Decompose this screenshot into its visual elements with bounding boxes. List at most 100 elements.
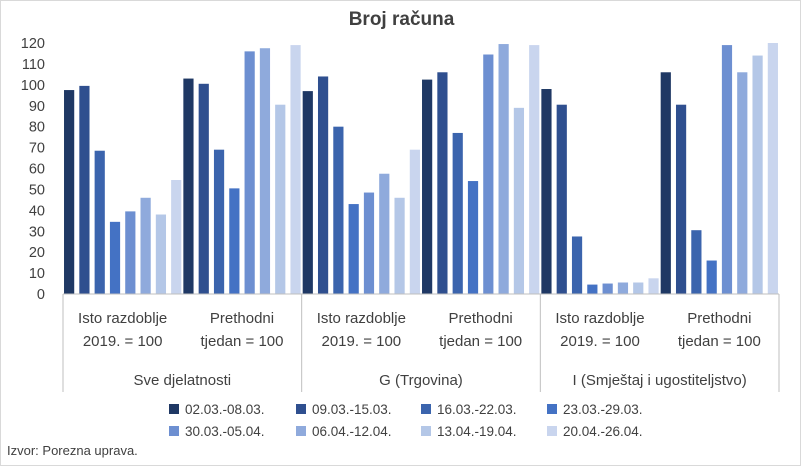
- bar: [498, 44, 509, 294]
- category-label: Isto razdoblje: [78, 310, 167, 327]
- group-label: G (Trgovina): [379, 372, 463, 389]
- legend-swatch: [421, 426, 431, 437]
- bar: [437, 72, 448, 294]
- bar: [409, 149, 420, 294]
- y-tick-label: 110: [22, 57, 45, 73]
- legend-item: 16.03.-22.03.: [421, 402, 517, 418]
- bar: [767, 43, 778, 294]
- legend-swatch: [547, 404, 557, 415]
- bar: [648, 278, 659, 294]
- legend-label: 02.03.-08.03.: [185, 402, 265, 417]
- bar: [363, 192, 375, 294]
- bar: [171, 180, 182, 294]
- category-label: 2019. = 100: [321, 333, 401, 350]
- legend-label: 23.03.-29.03.: [563, 402, 643, 417]
- bar: [660, 72, 671, 294]
- bar: [140, 197, 151, 294]
- bar: [617, 282, 629, 294]
- category-label: 2019. = 100: [560, 333, 640, 350]
- legend-item: 06.04.-12.04.: [296, 424, 392, 440]
- legend-label: 30.03.-05.04.: [185, 424, 265, 439]
- legend-label: 06.04.-12.04.: [312, 424, 392, 439]
- category-label: tjedan = 100: [678, 333, 761, 350]
- y-tick-label: 80: [29, 120, 45, 136]
- y-tick-label: 30: [29, 224, 45, 240]
- category-label: tjedan = 100: [439, 333, 522, 350]
- bar: [317, 76, 329, 294]
- y-tick-label: 20: [29, 245, 45, 261]
- y-tick-label: 120: [21, 36, 45, 52]
- bar: [571, 236, 583, 294]
- category-label: tjedan = 100: [201, 333, 284, 350]
- bar: [155, 214, 167, 294]
- bar: [394, 197, 405, 294]
- bar: [467, 181, 479, 294]
- category-label: Prethodni: [687, 310, 751, 327]
- bar: [198, 83, 209, 294]
- bar: [422, 79, 433, 294]
- category-label: Prethodni: [210, 310, 274, 327]
- bar: [541, 89, 552, 295]
- y-tick-label: 60: [29, 162, 45, 178]
- legend-swatch: [169, 426, 179, 437]
- legend-swatch: [296, 404, 306, 415]
- bar: [275, 104, 286, 294]
- source-note: Izvor: Porezna uprava.: [7, 443, 138, 458]
- bar: [109, 221, 121, 294]
- bar: [125, 211, 136, 294]
- bar: [752, 55, 763, 294]
- group-label: I (Smještaj i ugostiteljstvo): [573, 372, 747, 389]
- bar: [183, 78, 194, 294]
- bar: [691, 230, 702, 294]
- legend-label: 09.03.-15.03.: [312, 402, 392, 417]
- bar: [379, 173, 390, 294]
- bar: [513, 107, 525, 294]
- bar: [244, 51, 255, 295]
- bar: [79, 85, 90, 294]
- legend-swatch: [296, 426, 306, 437]
- bar: [602, 283, 613, 294]
- y-tick-label: 90: [29, 99, 45, 115]
- legend-swatch: [547, 426, 557, 437]
- bar: [587, 284, 598, 294]
- y-tick-label: 40: [29, 203, 45, 219]
- y-tick-label: 50: [29, 182, 45, 198]
- bar: [706, 260, 717, 294]
- category-label: Isto razdoblje: [317, 310, 406, 327]
- legend-label: 13.04.-19.04.: [437, 424, 517, 439]
- bar: [290, 45, 301, 295]
- category-label: 2019. = 100: [83, 333, 163, 350]
- legend-item: 30.03.-05.04.: [169, 424, 265, 440]
- bar: [333, 126, 344, 294]
- bar: [529, 45, 540, 295]
- bar: [259, 48, 271, 295]
- bar: [229, 188, 240, 294]
- bar: [556, 104, 567, 294]
- category-label: Isto razdoblje: [555, 310, 644, 327]
- legend-swatch: [169, 404, 179, 415]
- bar: [721, 45, 733, 295]
- legend-item: 23.03.-29.03.: [547, 402, 643, 418]
- legend-swatch: [421, 404, 431, 415]
- legend-label: 16.03.-22.03.: [437, 402, 517, 417]
- bar: [94, 150, 105, 294]
- bar: [213, 149, 225, 294]
- legend-item: 09.03.-15.03.: [296, 402, 392, 418]
- y-tick-label: 70: [29, 141, 45, 157]
- bar: [483, 54, 494, 294]
- y-tick-label: 0: [37, 287, 45, 303]
- legend-item: 02.03.-08.03.: [169, 402, 265, 418]
- bar: [302, 91, 313, 294]
- bar: [348, 204, 359, 294]
- bar: [675, 104, 687, 294]
- bar: [64, 90, 75, 294]
- y-tick-label: 10: [29, 266, 45, 282]
- legend-item: 13.04.-19.04.: [421, 424, 517, 440]
- legend-item: 20.04.-26.04.: [547, 424, 643, 440]
- legend-label: 20.04.-26.04.: [563, 424, 643, 439]
- bar: [452, 132, 463, 294]
- y-tick-label: 100: [21, 78, 45, 94]
- group-label: Sve djelatnosti: [134, 372, 232, 389]
